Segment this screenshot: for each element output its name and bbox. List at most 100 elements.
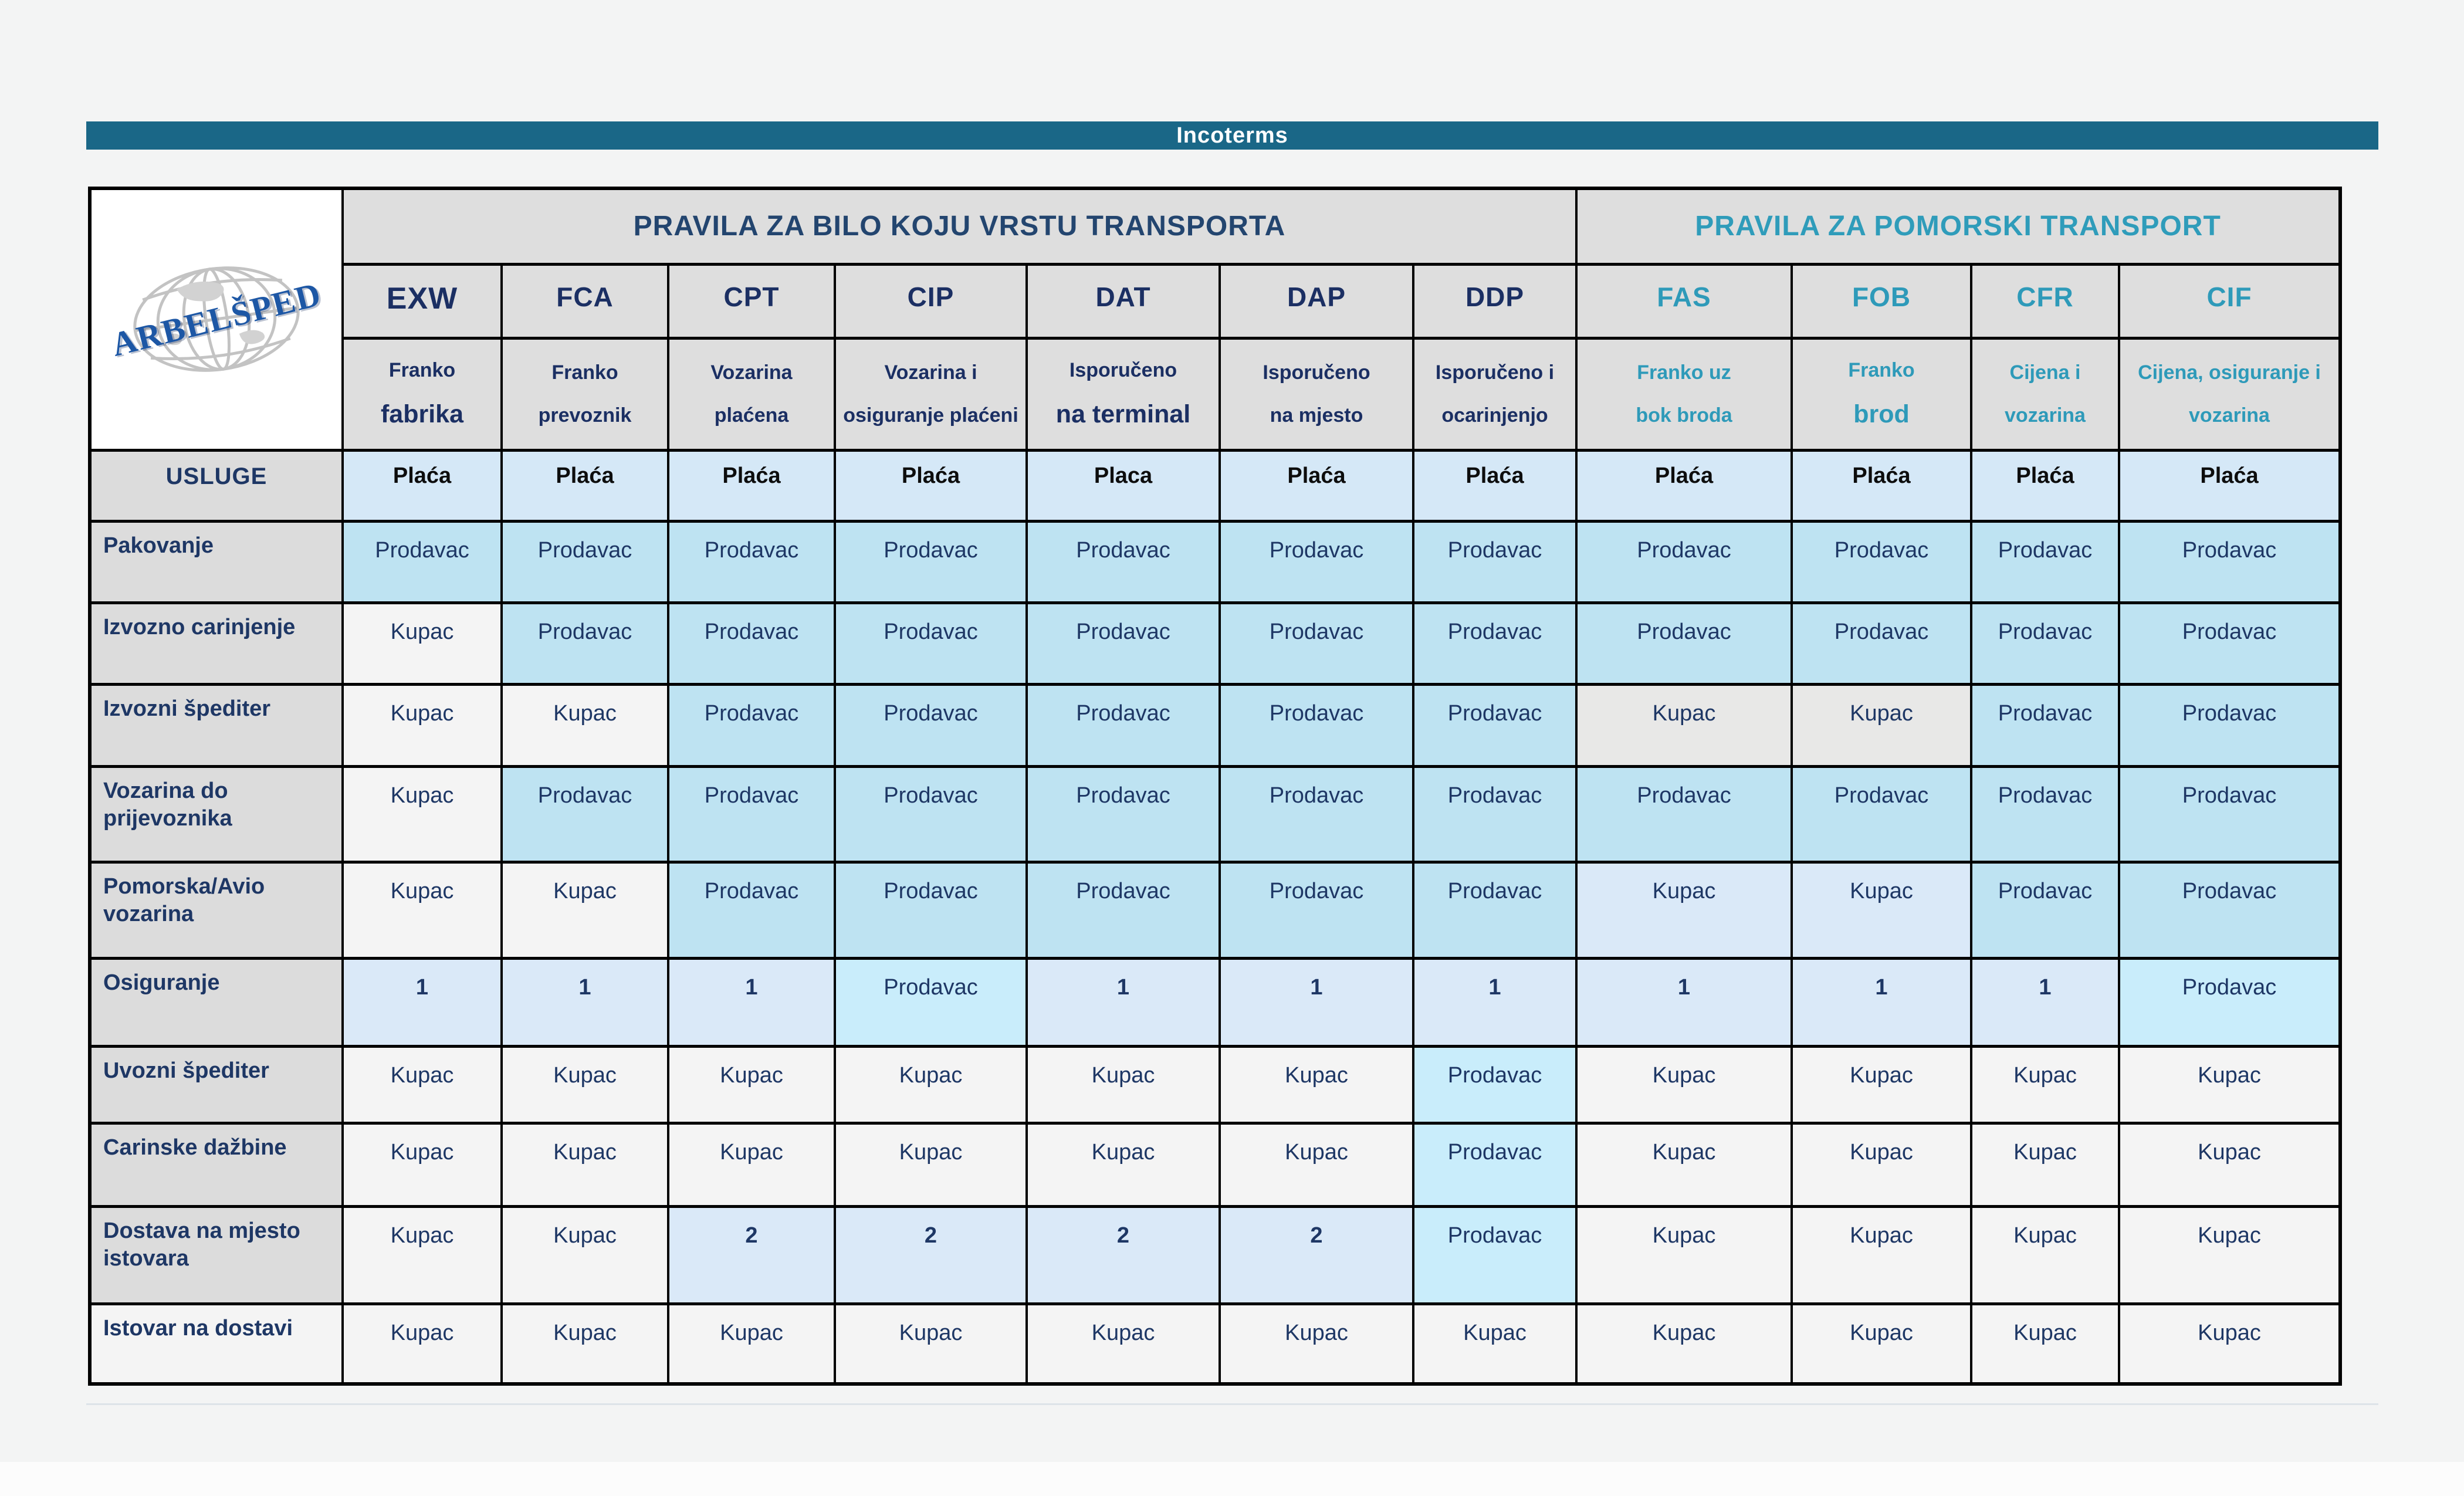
cell-dat-r6: 1 [1025,956,1221,1048]
table-row: Vozarina do prijevoznika Kupac Prodavac Pro… [89,764,2341,864]
cell-cpt-r7: Kupac [667,1044,836,1125]
cell-cif-r2: Prodavac [2118,601,2341,686]
row-label: Osiguranje [89,956,344,1048]
column-subtitle-ddp: Isporučeno i ocarinjenjo [1412,336,1578,452]
cell-cip-r2: Prodavac [834,601,1028,686]
column-code-cip: CIP [834,262,1028,340]
cell-cif-r5: Prodavac [2118,860,2341,960]
cell-cpt-r10: Kupac [667,1302,836,1386]
row-label: Istovar na dostavi [89,1302,344,1386]
cell-fca-r2: Prodavac [500,601,669,686]
cell-ddp-r7: Prodavac [1412,1044,1578,1125]
row-label: Carinske dažbine [89,1121,344,1208]
table-row: Pakovanje Prodavac Prodavac Prodavac Prodava… [89,519,2341,604]
cell-cip-r10: Kupac [834,1302,1028,1386]
cell-exw-r10: Kupac [341,1302,503,1386]
cell-cfr-r8: Kupac [1970,1121,2120,1208]
pays-cell-cif: Plaća [2118,448,2341,523]
cell-fob-r8: Kupac [1791,1121,1972,1208]
cell-fas-r6: 1 [1575,956,1793,1048]
cell-dap-r2: Prodavac [1219,601,1414,686]
header-sea-transport: PRAVILA ZA POMORSKI TRANSPORT [1575,187,2341,266]
cell-cif-r7: Kupac [2118,1044,2341,1125]
column-subtitle-cif: Cijena, osiguranje i vozarina [2118,336,2341,452]
cell-cfr-r5: Prodavac [1970,860,2120,960]
column-code-cfr: CFR [1970,262,2120,340]
cell-cif-r9: Kupac [2118,1204,2341,1305]
pays-cell-fob: Plaća [1791,448,1972,523]
cell-cip-r6: Prodavac [834,956,1028,1048]
column-code-cpt: CPT [667,262,836,340]
cell-cip-r8: Kupac [834,1121,1028,1208]
row-label: Dostava na mjesto istovara [89,1204,344,1305]
cell-exw-r3: Kupac [341,682,503,768]
cell-cif-r1: Prodavac [2118,519,2341,604]
cell-fob-r9: Kupac [1791,1204,1972,1305]
cell-exw-r6: 1 [341,956,503,1048]
cell-ddp-r5: Prodavac [1412,860,1578,960]
cell-dap-r1: Prodavac [1219,519,1414,604]
cell-exw-r4: Kupac [341,764,503,864]
pays-cell-fas: Plaća [1575,448,1793,523]
cell-dat-r10: Kupac [1025,1302,1221,1386]
pays-cell-dat: Placa [1025,448,1221,523]
cell-dap-r6: 1 [1219,956,1414,1048]
cell-cpt-r8: Kupac [667,1121,836,1208]
cell-fas-r7: Kupac [1575,1044,1793,1125]
cell-ddp-r2: Prodavac [1412,601,1578,686]
column-code-fas: FAS [1575,262,1793,340]
table-row: Izvozno carinjenje Kupac Prodavac Prodavac P… [89,601,2341,686]
cell-fob-r1: Prodavac [1791,519,1972,604]
cell-cfr-r4: Prodavac [1970,764,2120,864]
column-subtitle-fob: Franko brod [1791,336,1972,452]
cell-fob-r4: Prodavac [1791,764,1972,864]
cell-fca-r1: Prodavac [500,519,669,604]
cell-dap-r3: Prodavac [1219,682,1414,768]
cell-cip-r5: Prodavac [834,860,1028,960]
cell-dap-r5: Prodavac [1219,860,1414,960]
cell-fob-r5: Kupac [1791,860,1972,960]
table-row: Istovar na dostavi Kupac Kupac Kupac Kupac Ku… [89,1302,2341,1386]
pays-cell-ddp: Plaća [1412,448,1578,523]
cell-cip-r3: Prodavac [834,682,1028,768]
cell-fca-r5: Kupac [500,860,669,960]
column-code-fob: FOB [1791,262,1972,340]
cell-cfr-r1: Prodavac [1970,519,2120,604]
cell-dat-r9: 2 [1025,1204,1221,1305]
column-subtitle-dap: Isporučeno na mjesto [1219,336,1414,452]
cell-fca-r7: Kupac [500,1044,669,1125]
column-code-cif: CIF [2118,262,2341,340]
cell-dap-r10: Kupac [1219,1302,1414,1386]
cell-cpt-r2: Prodavac [667,601,836,686]
table-row: Dostava na mjesto istovara Kupac Kupac 2 2 2 2… [89,1204,2341,1305]
company-logo-cell: ARBELŠPED [89,187,344,452]
row-label: Vozarina do prijevoznika [89,764,344,864]
row-label: Izvozni špediter [89,682,344,768]
cell-cfr-r9: Kupac [1970,1204,2120,1305]
row-label: Pakovanje [89,519,344,604]
column-subtitle-cip: Vozarina i osiguranje plaćeni [834,336,1028,452]
cell-ddp-r6: 1 [1412,956,1578,1048]
cell-cif-r10: Kupac [2118,1302,2341,1386]
column-subtitle-exw: Franko fabrika [341,336,503,452]
column-subtitle-cfr: Cijena i vozarina [1970,336,2120,452]
table-row: Izvozni špediter Kupac Kupac Prodavac Prodav… [89,682,2341,768]
cell-fas-r10: Kupac [1575,1302,1793,1386]
cell-cip-r9: 2 [834,1204,1028,1305]
cell-cif-r3: Prodavac [2118,682,2341,768]
column-subtitle-cpt: Vozarina plaćena [667,336,836,452]
cell-exw-r1: Prodavac [341,519,503,604]
row-label: Izvozno carinjenje [89,601,344,686]
column-subtitle-fca: Franko prevoznik [500,336,669,452]
cell-fas-r3: Kupac [1575,682,1793,768]
column-code-ddp: DDP [1412,262,1578,340]
cell-fob-r6: 1 [1791,956,1972,1048]
cell-exw-r8: Kupac [341,1121,503,1208]
cell-cfr-r2: Prodavac [1970,601,2120,686]
cell-exw-r9: Kupac [341,1204,503,1305]
cell-cfr-r3: Prodavac [1970,682,2120,768]
cell-fca-r10: Kupac [500,1302,669,1386]
pays-cell-dap: Plaća [1219,448,1414,523]
cell-dat-r1: Prodavac [1025,519,1221,604]
cell-cpt-r6: 1 [667,956,836,1048]
